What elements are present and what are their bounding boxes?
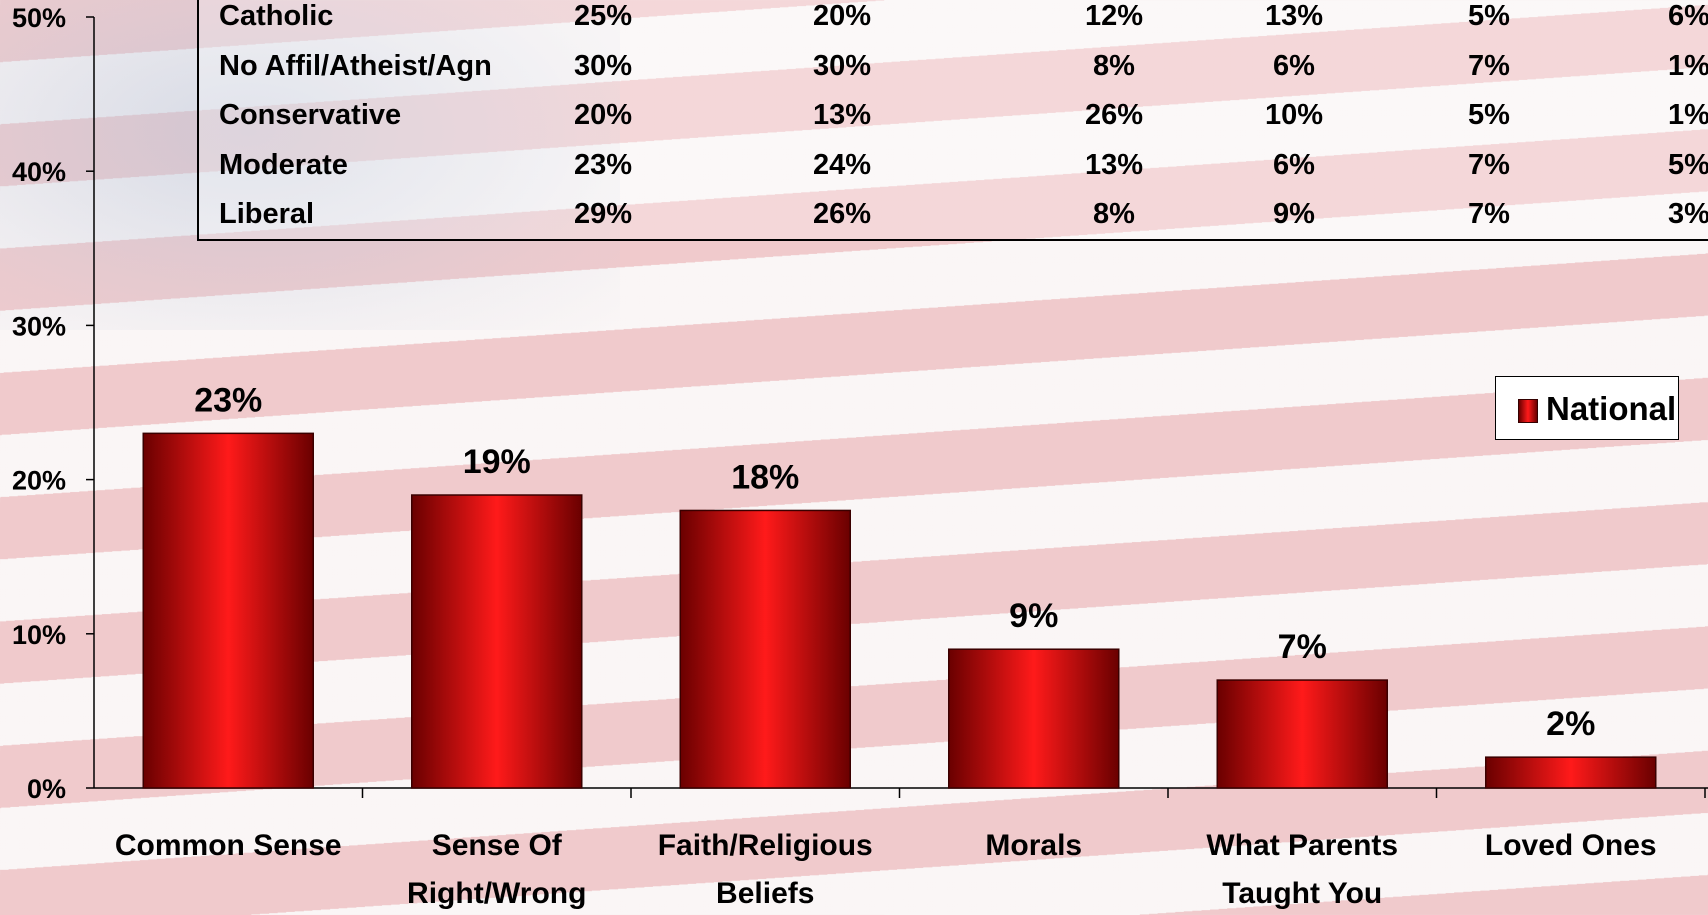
table-cell: 25% (573, 0, 633, 32)
table-cell: 26% (812, 198, 872, 230)
x-tick-label: Taught You (1222, 877, 1382, 910)
table-cell: 8% (1093, 49, 1135, 82)
table-cell: 23% (573, 148, 633, 181)
bar (411, 494, 583, 789)
table-cell: 1% (1668, 99, 1708, 131)
table-row-label: Catholic (219, 0, 334, 32)
table-cell: 6% (1273, 49, 1315, 82)
table-cell: 1% (1668, 49, 1708, 82)
breakdown-table: Catholic 25% 20% 12% 13% 5% 6% No Affil/Atheist… (197, 0, 1708, 241)
table-cell: 9% (1273, 198, 1315, 230)
table-row-label: Moderate (219, 148, 348, 181)
table-cell: 24% (812, 148, 872, 181)
x-tick-label: Faith/Religious (658, 829, 873, 862)
bar (1216, 679, 1388, 789)
table-row: Conservative 20% 13% 26% 10% 5% 1% (199, 99, 1708, 139)
x-tick-label: Common Sense (115, 829, 342, 862)
table-cell: 5% (1468, 99, 1510, 131)
data-label: 18% (731, 458, 799, 496)
table-row: No Affil/Atheist/Agn 30% 30% 8% 6% 7% 1% (199, 50, 1708, 90)
table-cell: 30% (573, 49, 633, 82)
x-tick-label: Beliefs (716, 877, 814, 910)
y-tick-label: 20% (12, 466, 66, 496)
table-cell: 12% (1084, 0, 1144, 32)
bar (679, 509, 851, 789)
table-cell: 6% (1273, 148, 1315, 181)
data-label: 9% (1009, 597, 1058, 635)
x-tick-label: Morals (985, 829, 1082, 862)
table-row: Moderate 23% 24% 13% 6% 7% 5% (199, 149, 1708, 189)
table-cell: 6% (1668, 0, 1708, 32)
table-cell: 30% (812, 49, 872, 82)
y-tick-label: 0% (27, 774, 66, 804)
table-cell: 20% (573, 99, 633, 131)
bar (1485, 756, 1657, 789)
table-cell: 7% (1468, 148, 1510, 181)
table-row-label: Conservative (219, 99, 402, 131)
table-cell: 29% (573, 198, 633, 230)
table-cell: 26% (1084, 99, 1144, 131)
table-cell: 3% (1668, 198, 1708, 230)
bar (948, 648, 1120, 789)
table-row: Liberal 29% 26% 8% 9% 7% 3% (199, 198, 1708, 238)
data-label: 19% (463, 443, 531, 481)
table-cell: 13% (812, 99, 872, 131)
table-cell: 7% (1468, 198, 1510, 230)
x-tick-label: Right/Wrong (407, 877, 586, 910)
table-cell: 5% (1468, 0, 1510, 32)
x-tick-label: What Parents (1206, 829, 1398, 862)
data-label: 7% (1278, 628, 1327, 666)
legend: National (1495, 376, 1679, 440)
y-tick-label: 10% (12, 620, 66, 650)
table-row: Catholic 25% 20% 12% 13% 5% 6% (199, 0, 1708, 40)
table-row-label: No Affil/Atheist/Agn (219, 49, 492, 82)
y-tick-label: 40% (12, 157, 66, 187)
table-cell: 13% (1264, 0, 1324, 32)
bar (142, 432, 314, 789)
data-label: 2% (1546, 705, 1595, 743)
table-cell: 7% (1468, 49, 1510, 82)
table-cell: 10% (1264, 99, 1324, 131)
y-tick-label: 50% (12, 3, 66, 33)
x-tick-label: Sense Of (432, 829, 563, 862)
table-row-label: Liberal (219, 198, 315, 230)
y-tick-label: 30% (12, 311, 66, 341)
table-cell: 5% (1668, 148, 1708, 181)
table-cell: 20% (812, 0, 872, 32)
x-tick-label: Loved Ones (1485, 829, 1657, 862)
table-cell: 13% (1084, 148, 1144, 181)
legend-swatch (1518, 399, 1538, 423)
legend-label: National (1546, 390, 1677, 427)
table-cell: 8% (1093, 198, 1135, 230)
data-label: 23% (194, 381, 262, 419)
